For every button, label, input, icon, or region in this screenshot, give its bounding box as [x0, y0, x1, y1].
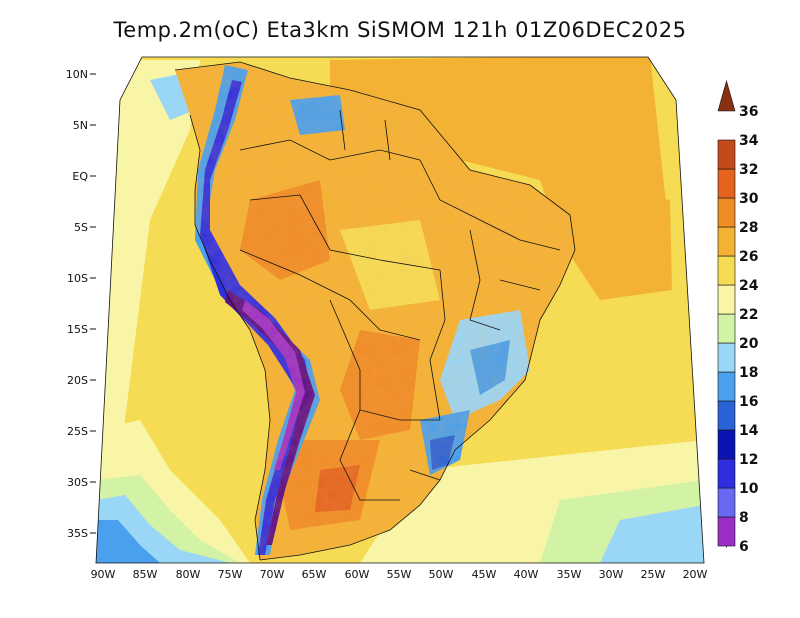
lat-tick-5s: 5S: [74, 221, 88, 234]
colorbar-label: 32: [739, 162, 758, 178]
lon-tick-50w: 50W: [429, 568, 454, 581]
colorbar-label: 10: [739, 481, 759, 497]
lon-tick-60w: 60W: [345, 568, 370, 581]
colorbar-swatch: [717, 255, 736, 286]
colorbar-label: 24: [739, 278, 759, 294]
colorbar-swatch: [717, 371, 736, 402]
lat-tick-25s: 25S: [67, 425, 88, 438]
colorbar-swatch: [717, 429, 736, 460]
map-title: Temp.2m(oC) Eta3km SiSMOM 121h 01Z06DEC2…: [113, 18, 687, 42]
colorbar-swatch: [717, 487, 736, 518]
lon-tick-25w: 25W: [641, 568, 666, 581]
lon-tick-30w: 30W: [599, 568, 624, 581]
colorbar-label: 20: [739, 336, 759, 352]
south-atlantic-cyan: [600, 505, 704, 563]
colorbar-swatch: [717, 400, 736, 431]
colorbar-label: 30: [739, 191, 759, 207]
lon-tick-65w: 65W: [302, 568, 327, 581]
colorbar-label: 28: [739, 220, 758, 236]
lon-tick-90w: 90W: [91, 568, 116, 581]
sw-pacific-blue: [96, 520, 160, 563]
lat-tick-35s: 35S: [67, 527, 88, 540]
colorbar-swatch: [717, 516, 736, 547]
colorbar-swatch: [717, 313, 736, 344]
longitude-axis: 90W 85W 80W 75W 70W 65W 60W 55W 50W 45W …: [91, 568, 708, 581]
lon-tick-35w: 35W: [557, 568, 582, 581]
lat-tick-5n: 5N: [73, 119, 88, 132]
colorbar-swatch: [717, 79, 736, 112]
colorbar-label: 14: [739, 423, 759, 439]
latitude-axis: 10N 5N EQ 5S 10S 15S 20S 25S 30S 35S: [66, 68, 96, 540]
lon-tick-45w: 45W: [472, 568, 497, 581]
lon-tick-40w: 40W: [514, 568, 539, 581]
colorbar-swatch: [717, 139, 736, 170]
colorbar-label: 36: [739, 104, 758, 120]
colorbar-swatch: [717, 168, 736, 199]
colorbar-swatch: [717, 342, 736, 373]
warm-atlantic-area-south: [540, 180, 672, 300]
colorbar-swatch: [717, 197, 736, 228]
colorbar-label: 22: [739, 307, 758, 323]
colorbar-swatch: [717, 458, 736, 489]
lat-tick-10n: 10N: [66, 68, 88, 81]
lon-tick-80w: 80W: [176, 568, 201, 581]
colorbar-label: 6: [739, 539, 749, 555]
lat-tick-30s: 30S: [67, 476, 88, 489]
pacific-cool-area: [96, 60, 200, 470]
colorbar-swatch: [717, 226, 736, 257]
country-borders: [174, 61, 576, 561]
colorbar-label: 34: [739, 133, 759, 149]
colorbar-label: 12: [739, 452, 758, 468]
plot-frame: [95, 56, 705, 564]
lon-tick-20w: 20W: [683, 568, 708, 581]
colorbar-label: 16: [739, 394, 758, 410]
colorbar-swatch: [717, 284, 736, 315]
lat-tick-20s: 20S: [67, 374, 88, 387]
land-texture: [175, 62, 575, 560]
lon-tick-75w: 75W: [218, 568, 243, 581]
colorbar-label: 8: [739, 510, 749, 526]
lat-tick-10s: 10S: [67, 272, 88, 285]
lat-tick-15s: 15S: [67, 323, 88, 336]
temperature-field: [96, 57, 704, 563]
lon-tick-70w: 70W: [260, 568, 285, 581]
colorbar-label: 18: [739, 365, 758, 381]
lon-tick-85w: 85W: [133, 568, 158, 581]
lat-tick-eq: EQ: [72, 170, 88, 183]
colorbar-label: 26: [739, 249, 758, 265]
colorbar: 6 8 10 12 14 16 18 20 22 24 26 28 30 32 34 36: [717, 79, 759, 555]
lon-tick-55w: 55W: [387, 568, 412, 581]
